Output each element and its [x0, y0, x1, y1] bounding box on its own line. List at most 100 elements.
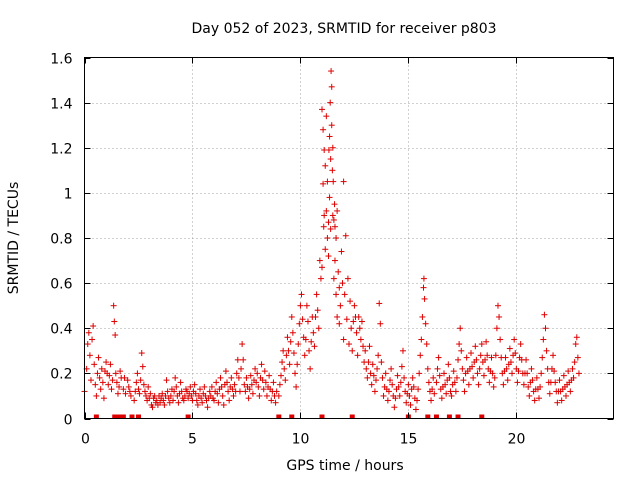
data-point — [228, 374, 235, 381]
data-point — [109, 377, 116, 384]
data-point — [213, 379, 220, 386]
data-point — [206, 388, 213, 395]
data-point — [565, 368, 572, 375]
data-point — [239, 341, 246, 348]
data-point — [276, 381, 283, 388]
data-point — [504, 377, 511, 384]
data-point — [436, 372, 443, 379]
data-point — [478, 341, 485, 348]
data-point — [465, 381, 472, 388]
data-point — [243, 374, 250, 381]
data-point — [255, 383, 262, 390]
data-point — [403, 399, 410, 406]
data-point — [434, 365, 441, 372]
data-point — [329, 167, 336, 174]
data-point — [507, 359, 514, 366]
data-point — [177, 379, 184, 386]
data-point — [248, 381, 255, 388]
data-point — [398, 363, 405, 370]
data-point — [457, 325, 464, 332]
data-point — [98, 365, 105, 372]
data-point — [368, 381, 375, 388]
data-point — [218, 383, 225, 390]
data-point — [316, 257, 323, 264]
data-points — [81, 68, 582, 419]
data-point — [117, 368, 124, 375]
data-point — [140, 381, 147, 388]
y-tick-label: 1.4 — [50, 97, 72, 113]
data-point — [99, 379, 106, 386]
data-point — [230, 392, 237, 399]
data-point — [382, 370, 389, 377]
data-point — [477, 352, 484, 359]
data-point — [258, 361, 265, 368]
data-point — [327, 156, 334, 163]
data-point — [314, 307, 321, 314]
data-point — [242, 388, 249, 395]
gap-marker — [116, 414, 122, 419]
data-point — [122, 390, 129, 397]
data-point — [523, 356, 530, 363]
data-point — [325, 219, 332, 226]
data-point — [469, 363, 476, 370]
data-point — [570, 374, 577, 381]
data-point — [531, 397, 538, 404]
data-point — [362, 347, 369, 354]
data-point — [453, 374, 460, 381]
data-point — [296, 320, 303, 327]
data-point — [245, 395, 252, 402]
data-point — [429, 386, 436, 393]
data-point — [447, 388, 454, 395]
data-point — [366, 343, 373, 350]
data-point — [459, 365, 466, 372]
data-point — [552, 379, 559, 386]
data-point — [419, 313, 426, 320]
data-point — [322, 246, 329, 253]
data-point — [321, 212, 328, 219]
data-point — [342, 232, 349, 239]
data-point — [249, 390, 256, 397]
data-point — [556, 377, 563, 384]
data-point — [442, 381, 449, 388]
data-point — [166, 399, 173, 406]
gap-marker — [289, 414, 295, 419]
data-point — [114, 390, 121, 397]
data-point — [375, 352, 382, 359]
data-point — [282, 377, 289, 384]
data-point — [225, 388, 232, 395]
data-point — [164, 388, 171, 395]
data-point — [175, 399, 182, 406]
data-point — [197, 386, 204, 393]
data-point — [567, 388, 574, 395]
data-point — [323, 113, 330, 120]
data-point — [132, 388, 139, 395]
data-point — [515, 368, 522, 375]
data-point — [185, 395, 192, 402]
data-point — [299, 316, 306, 323]
data-point — [496, 313, 503, 320]
data-point — [451, 379, 458, 386]
data-point — [139, 363, 146, 370]
data-point — [201, 383, 208, 390]
data-point — [324, 178, 331, 185]
x-tick-label: 15 — [400, 432, 418, 448]
data-point — [420, 275, 427, 282]
data-point — [127, 392, 134, 399]
x-tick-label: 20 — [508, 432, 526, 448]
data-point — [483, 338, 490, 345]
data-point — [285, 347, 292, 354]
data-point — [571, 359, 578, 366]
data-point — [543, 347, 550, 354]
data-point — [246, 386, 253, 393]
y-tick-label: 1.2 — [50, 142, 72, 158]
data-point — [472, 343, 479, 350]
data-point — [330, 178, 337, 185]
y-tick-label: 0.2 — [50, 367, 72, 383]
data-point — [420, 284, 427, 291]
data-point — [241, 381, 248, 388]
data-point — [528, 365, 535, 372]
data-point — [525, 383, 532, 390]
data-point — [486, 379, 493, 386]
data-point — [470, 374, 477, 381]
data-point — [304, 318, 311, 325]
